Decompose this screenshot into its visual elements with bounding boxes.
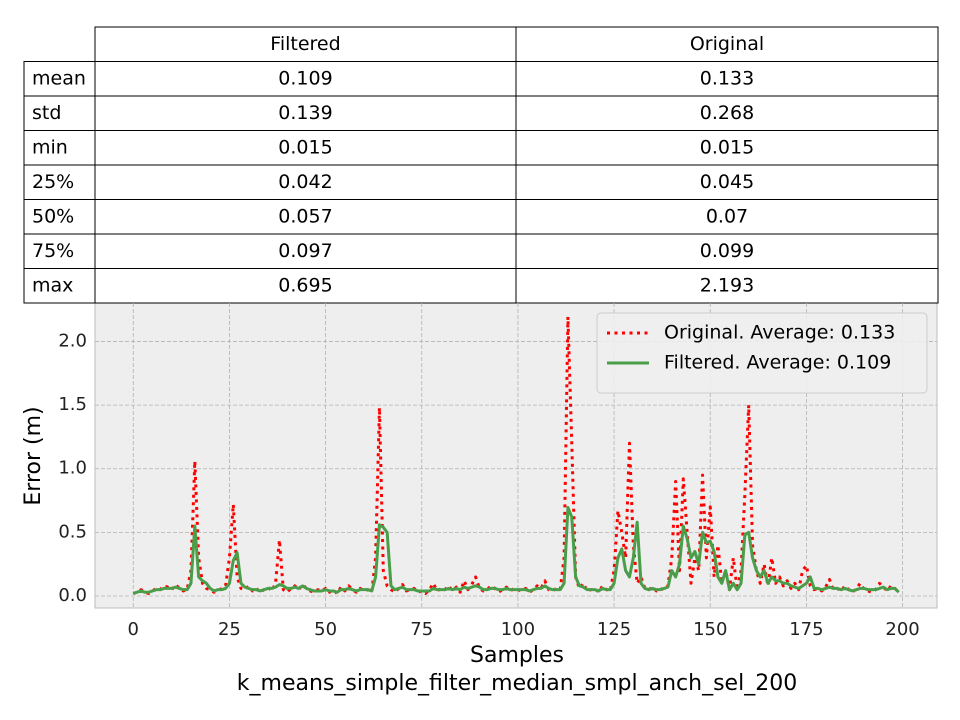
x-tick-label: 25 [218, 619, 241, 640]
table-cell [94, 199, 517, 235]
x-tick-label: 75 [410, 619, 433, 640]
row-label: 75% [32, 240, 74, 262]
table-cell [94, 95, 517, 131]
legend-box [596, 312, 928, 394]
table-value: 0.139 [278, 102, 332, 124]
table-value: 0.015 [278, 136, 332, 158]
table-value: 0.097 [278, 240, 332, 262]
x-axis-label: Samples [470, 643, 564, 668]
table-value: 0.042 [278, 171, 332, 193]
row-label: max [32, 274, 73, 296]
table-value: 0.109 [278, 67, 332, 89]
series-line [132, 506, 900, 595]
table-cell [515, 164, 939, 200]
y-tick-label: 0.5 [58, 521, 87, 542]
row-label: mean [32, 67, 86, 89]
table-cell [23, 130, 96, 166]
table-value: 0.057 [278, 205, 332, 227]
row-label: std [32, 102, 61, 124]
table-header-cell [515, 26, 939, 62]
series-line [132, 315, 900, 595]
table-cell [94, 164, 517, 200]
legend-label: Original. Average: 0.133 [664, 322, 895, 344]
table-value: 2.193 [700, 274, 754, 296]
table-cell [515, 130, 939, 166]
table-value: 0.07 [706, 205, 748, 227]
table-value: 0.015 [700, 136, 754, 158]
table-cell [23, 268, 96, 304]
legend-label: Filtered. Average: 0.109 [664, 352, 891, 374]
table-value: 0.045 [700, 171, 754, 193]
table-header: Filtered [270, 33, 340, 55]
y-axis-label: Error (m) [21, 406, 46, 505]
y-tick-label: 1.0 [58, 458, 87, 479]
table-cell [94, 233, 517, 269]
x-tick-label: 50 [314, 619, 337, 640]
row-label: min [32, 136, 68, 158]
x-tick-label: 200 [885, 619, 919, 640]
y-tick-label: 2.0 [58, 330, 87, 351]
table-cell [515, 61, 939, 97]
x-tick-label: 150 [693, 619, 727, 640]
y-tick-label: 1.5 [58, 394, 87, 415]
table-value: 0.099 [700, 240, 754, 262]
table-cell [23, 233, 96, 269]
x-tick-label: 0 [128, 619, 139, 640]
table-header: Original [690, 33, 764, 55]
caption: k_means_simple_filter_median_smpl_anch_s… [237, 671, 797, 696]
table-value: 0.268 [700, 102, 754, 124]
table-header-cell [94, 26, 517, 62]
table-cell [23, 199, 96, 235]
table-cell [515, 199, 939, 235]
x-tick-label: 125 [597, 619, 631, 640]
x-tick-label: 100 [501, 619, 535, 640]
table-cell [515, 233, 939, 269]
row-label: 25% [32, 171, 74, 193]
row-label: 50% [32, 205, 74, 227]
y-tick-label: 0.0 [58, 585, 87, 606]
x-tick-label: 175 [789, 619, 823, 640]
table-value: 0.695 [278, 274, 332, 296]
table-cell [515, 268, 939, 304]
table-cell [94, 268, 517, 304]
table-value: 0.133 [700, 67, 754, 89]
